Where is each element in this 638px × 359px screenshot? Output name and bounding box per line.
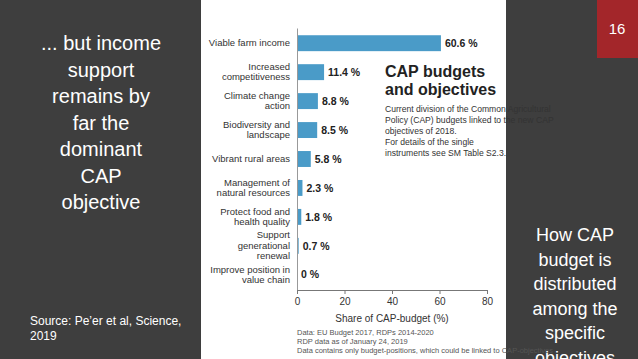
bar bbox=[297, 151, 311, 167]
data-label: 0.7 % bbox=[303, 240, 331, 252]
bar bbox=[297, 93, 318, 109]
text-line: renewal bbox=[257, 250, 290, 261]
heading-line: support bbox=[68, 59, 135, 81]
tick-mark bbox=[487, 290, 488, 294]
chart-title: CAP budgetsand objectives bbox=[385, 63, 496, 98]
text-line: landscape bbox=[247, 129, 290, 140]
source-line: Source: Pe’er et al, Science, bbox=[30, 314, 181, 328]
heading-line: far the bbox=[73, 112, 130, 134]
category-label: Protect food andhealth quality bbox=[220, 206, 290, 227]
data-label: 60.6 % bbox=[445, 37, 478, 49]
bar bbox=[297, 35, 441, 51]
text-line: CAP budgets bbox=[385, 63, 485, 80]
caption-line: How CAP bbox=[536, 225, 614, 245]
text-line: value chain bbox=[242, 274, 290, 285]
axis-line bbox=[297, 29, 298, 291]
tick-label: 60 bbox=[434, 296, 446, 307]
text-line: Increased bbox=[248, 61, 290, 72]
text-line: Management of bbox=[224, 177, 290, 188]
category-label: Increasedcompetitiveness bbox=[222, 61, 290, 82]
heading-line: remains by bbox=[52, 85, 150, 107]
data-label: 2.3 % bbox=[306, 182, 334, 194]
text-line: Support bbox=[257, 229, 291, 240]
tick: Viable farm income bbox=[209, 37, 297, 48]
data-label: 5.8 % bbox=[315, 153, 343, 165]
text-line: Viable farm income bbox=[209, 37, 290, 48]
source-line: 2019 bbox=[30, 329, 57, 343]
caption-line: distributed bbox=[533, 274, 616, 294]
tick-label: 20 bbox=[339, 296, 351, 307]
tick: 60 bbox=[434, 290, 446, 307]
data-label: 1.8 % bbox=[305, 211, 333, 223]
text-line: Biodiversity and bbox=[223, 119, 290, 130]
background bbox=[0, 0, 638, 359]
tick: Management ofnatural resources bbox=[217, 177, 297, 198]
category-label: Supportgenerationalrenewal bbox=[238, 229, 291, 261]
axis-line bbox=[298, 291, 488, 295]
accent-block bbox=[597, 0, 638, 58]
tick: 20 bbox=[339, 290, 351, 307]
category-label: Biodiversity andlandscape bbox=[223, 119, 290, 140]
category-label: Viable farm income bbox=[209, 37, 290, 48]
caption-line: budget is bbox=[538, 250, 611, 270]
tick: Supportgenerationalrenewal bbox=[238, 229, 297, 261]
chart-subtitle: instruments see SM Table S2.3. bbox=[385, 148, 506, 158]
heading-line: CAP bbox=[80, 165, 121, 187]
note: Data: EU Budget 2017, RDPs 2014-2020 bbox=[297, 328, 434, 337]
caption-line: specific bbox=[545, 323, 605, 343]
text-line: generational bbox=[238, 240, 290, 251]
bar bbox=[297, 122, 317, 138]
text-line: competitiveness bbox=[222, 71, 290, 82]
bar bbox=[297, 64, 324, 80]
category-label: Management ofnatural resources bbox=[217, 177, 291, 198]
chart-panel bbox=[201, 0, 506, 359]
tick: Climate changeaction bbox=[224, 90, 297, 111]
category-label: Vibrant rural areas bbox=[212, 153, 290, 164]
tick: Biodiversity andlandscape bbox=[223, 119, 297, 140]
tick-label: 80 bbox=[482, 296, 494, 307]
text-line: Protect food and bbox=[220, 206, 290, 217]
tick-mark bbox=[440, 290, 441, 294]
data-label: 0 % bbox=[301, 268, 320, 280]
tick: 40 bbox=[387, 290, 399, 307]
data-label: 11.4 % bbox=[328, 66, 361, 78]
heading-line: ... but income bbox=[41, 32, 161, 54]
category-label: Climate changeaction bbox=[224, 90, 290, 111]
note: RDP data as of January 24, 2019 bbox=[297, 337, 408, 346]
heading-line: objective bbox=[62, 191, 141, 213]
page-number: 16 bbox=[609, 20, 626, 37]
data-label: 8.5 % bbox=[321, 124, 349, 136]
caption-line: among the bbox=[532, 299, 617, 319]
tick-mark bbox=[392, 290, 393, 294]
tick-label: 40 bbox=[387, 296, 399, 307]
x-axis: 0 20 40 60 80 bbox=[295, 290, 494, 307]
tick-label: 0 bbox=[295, 296, 301, 307]
slide: 16 ... but income support remains by far the… bbox=[0, 0, 638, 359]
note: Data contains only budget-positions, whi… bbox=[297, 346, 553, 355]
heading-line: dominant bbox=[60, 138, 143, 160]
text-line: natural resources bbox=[217, 187, 291, 198]
text-line: Improve position in bbox=[210, 264, 290, 275]
tick: 80 bbox=[482, 290, 494, 307]
chart-subtitle: Policy (CAP) budgets linked to the new C… bbox=[385, 115, 554, 125]
text-line: and objectives bbox=[385, 81, 496, 98]
chart-subtitle: objectives of 2018. bbox=[385, 126, 457, 136]
tick: Protect food andhealth quality bbox=[220, 206, 297, 227]
tick-mark bbox=[345, 290, 346, 294]
chart-subtitle: Current division of the Common Agricultu… bbox=[385, 104, 551, 114]
tick: Increasedcompetitiveness bbox=[222, 61, 297, 82]
tick: Vibrant rural areas bbox=[212, 153, 297, 164]
chart-subtitle: For details of the single bbox=[385, 137, 474, 147]
text-line: Climate change bbox=[224, 90, 290, 101]
text-line: action bbox=[265, 100, 290, 111]
category-label: Improve position invalue chain bbox=[210, 264, 290, 285]
tick: 0 bbox=[295, 290, 301, 307]
data-label: 8.8 % bbox=[322, 95, 350, 107]
y-axis: Viable farm income Increasedcompetitivene… bbox=[209, 29, 298, 291]
tick: Improve position invalue chain bbox=[210, 264, 297, 285]
text-line: Vibrant rural areas bbox=[212, 153, 290, 164]
tick-mark bbox=[297, 290, 298, 294]
text-line: health quality bbox=[234, 216, 290, 227]
x-axis-title: Share of CAP-budget (%) bbox=[335, 313, 448, 324]
